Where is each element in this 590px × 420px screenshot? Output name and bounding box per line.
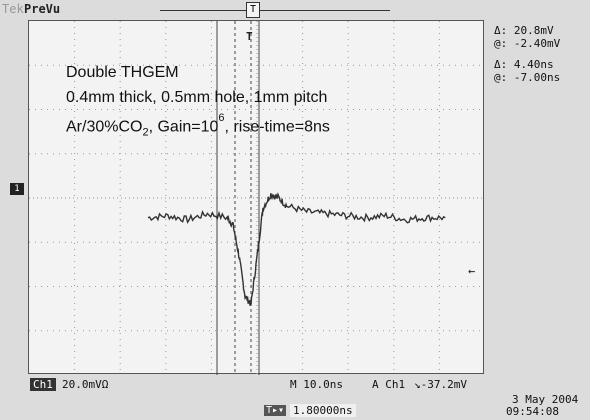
cursor-at-voltage: @: -2.40mV bbox=[494, 37, 561, 50]
annotation-title: Double THGEM bbox=[66, 64, 179, 81]
top-status-bar: Tek PreVu T bbox=[0, 0, 590, 20]
trigger-position-icon[interactable]: T bbox=[246, 2, 260, 18]
waveform-graticule bbox=[28, 20, 485, 375]
channel1-badge[interactable]: Ch1 bbox=[30, 378, 56, 391]
acquisition-mode: PreVu bbox=[24, 2, 61, 16]
cursor-delta-voltage: Δ: 20.8mV bbox=[494, 24, 554, 37]
record-length-indicator bbox=[160, 10, 390, 11]
capture-time: 09:54:08 bbox=[506, 405, 559, 418]
channel1-scale: 20.0mVΩ bbox=[62, 378, 109, 391]
cursor-delta-time: Δ: 4.40ns bbox=[494, 58, 554, 71]
cursor-position-icon[interactable]: T▸▾ bbox=[264, 405, 287, 416]
gain-exponent: 6 bbox=[218, 112, 225, 124]
rise-time: , rise-time=8ns bbox=[224, 118, 330, 136]
annotation-gas-gain: Ar/30%CO2, Gain=106, rise-time=8ns bbox=[66, 112, 330, 139]
capture-date: 3 May 2004 bbox=[512, 393, 579, 406]
trigger-level: ↘-37.2mV bbox=[414, 378, 467, 391]
trigger-source: A Ch1 bbox=[372, 378, 406, 391]
cursor-at-time: @: -7.00ns bbox=[494, 71, 561, 84]
trigger-level-arrow-icon: ← bbox=[468, 264, 476, 278]
gas-mix: Ar/30%CO bbox=[66, 118, 143, 136]
co2-subscript: 2 bbox=[142, 126, 149, 139]
ch1-ground-marker: 1 bbox=[10, 183, 24, 195]
annotation-geometry: 0.4mm thick, 0.5mm hole, 1mm pitch bbox=[66, 89, 328, 106]
waveform-svg bbox=[29, 21, 485, 375]
trigger-time-marker: T bbox=[246, 30, 253, 43]
signal-trace bbox=[147, 192, 446, 306]
cursor-position-value: 1.80000ns bbox=[290, 404, 356, 417]
timebase-scale: M 10.0ns bbox=[290, 378, 343, 391]
gain-label: , Gain=10 bbox=[148, 118, 219, 136]
brand-label: Tek bbox=[2, 2, 24, 16]
